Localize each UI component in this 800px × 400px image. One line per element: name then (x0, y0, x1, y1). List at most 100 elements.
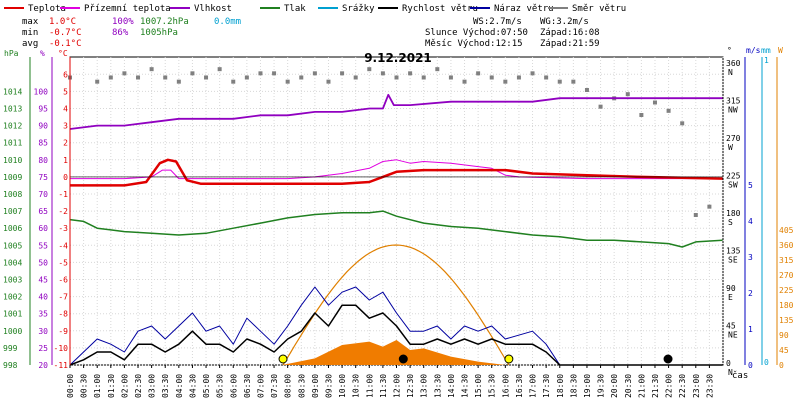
stat-avg-temp: -0.1°C (49, 39, 82, 49)
x-tick-8: 04:00 (175, 374, 184, 398)
tick-w-9: 0 (779, 361, 784, 370)
x-tick-37: 18:30 (569, 374, 578, 398)
x-tick-28: 14:00 (447, 374, 456, 398)
x-tick-19: 09:30 (324, 374, 333, 398)
x-tick-2: 01:00 (93, 374, 102, 398)
x-tick-34: 17:00 (529, 374, 538, 398)
tick-w-5: 180 (779, 301, 794, 310)
x-tick-41: 20:30 (624, 374, 633, 398)
legend-label-4: Srážky (342, 4, 375, 14)
sunrise-marker (278, 354, 288, 364)
tick-temp-4: 2 (63, 139, 68, 148)
x-tick-39: 19:30 (597, 374, 606, 398)
chart-title: 9.12.2021 (364, 51, 432, 65)
tick-pct-8: 60 (38, 224, 48, 233)
legend-label-3: Tlak (284, 4, 306, 14)
tick-hpa-0: 1014 (3, 87, 22, 96)
x-tick-1: 00:30 (80, 374, 89, 398)
tick-pct-12: 40 (38, 293, 48, 302)
tick-temp-3: 3 (63, 122, 68, 131)
dir-point-37 (584, 88, 589, 92)
dir-point-1 (95, 79, 100, 84)
dir-point-34 (544, 75, 549, 80)
tick-hpa-4: 1010 (3, 156, 22, 165)
x-tick-21: 10:30 (352, 374, 361, 398)
axis-ms-label: m/s (746, 46, 761, 55)
x-tick-9: 04:30 (188, 374, 197, 398)
tick-w-8: 45 (779, 346, 789, 355)
dir-point-40 (625, 92, 630, 97)
x-tick-12: 06:00 (229, 374, 238, 398)
tick-hpa-5: 1009 (3, 173, 22, 182)
x-tick-35: 17:30 (542, 374, 551, 398)
x-tick-42: 21:00 (637, 374, 646, 398)
series-lines (69, 93, 723, 366)
x-tick-23: 11:30 (379, 374, 388, 398)
tick-dir-8: 0 (726, 359, 731, 368)
dir-point-14 (272, 71, 277, 76)
tick-hpa-2: 1012 (3, 122, 22, 131)
series-temp (70, 158, 723, 187)
x-tick-45: 22:30 (678, 374, 687, 398)
stat-max-rain: 0.0mm (214, 17, 241, 27)
stat-moon-set: Západ:21:59 (540, 39, 600, 49)
tick-hpa-6: 1008 (3, 190, 22, 199)
tick-temp-10: -4 (58, 241, 68, 250)
dir-point-3 (122, 71, 127, 76)
dir-point-23 (394, 75, 399, 80)
tick-w-1: 360 (779, 241, 794, 250)
tick-temp-1: 5 (63, 87, 68, 96)
moonset-marker (663, 354, 673, 364)
x-tick-13: 06:30 (243, 374, 252, 398)
x-tick-0: 00:00 (66, 374, 75, 398)
x-axis: 00:00 00:30 01:00 01:30 02:00 02:30 03:00 03:30… (66, 365, 714, 398)
x-tick-24: 12:00 (393, 374, 402, 398)
stat-max-hum: 100% (112, 17, 134, 27)
dir-point-46 (707, 204, 712, 209)
stat-max-temp: 1.0°C (49, 17, 76, 27)
dir-point-6 (163, 75, 168, 80)
x-tick-3: 01:30 (107, 374, 116, 398)
axis-w-label: W (778, 46, 783, 55)
x-tick-33: 16:30 (515, 374, 524, 398)
dir-point-25 (421, 75, 426, 80)
stat-min-label: min (22, 28, 38, 38)
tick-temp-13: -7 (58, 293, 68, 302)
stat-min-temp: -0.7°C (49, 28, 82, 38)
series-pressure (69, 210, 723, 248)
x-tick-18: 09:00 (311, 374, 320, 398)
tick-dir-2: 270 (726, 134, 741, 143)
stat-min-press: 1005hPa (140, 28, 178, 38)
tick-ms-1: 4 (748, 217, 753, 226)
stat-max-label: max (22, 17, 39, 27)
tick-temp-5: 1 (63, 156, 68, 165)
x-tick-17: 08:30 (297, 374, 306, 398)
dir-point-18 (326, 79, 331, 84)
tick-temp-14: -8 (58, 310, 68, 319)
axis-pct-label: % (40, 49, 45, 58)
tick-w-0: 405 (779, 226, 794, 235)
tick-pct-10: 50 (38, 258, 48, 267)
stat-min-hum: 86% (112, 28, 129, 38)
stat-sun: Slunce Východ:07:50 (425, 28, 528, 38)
tick-pct-3: 85 (38, 139, 48, 148)
tick-dir-1: 315 (726, 97, 741, 106)
series-gust (69, 286, 723, 366)
x-tick-15: 07:30 (270, 374, 279, 398)
x-tick-30: 15:00 (474, 374, 483, 398)
tick-hpa-15: 999 (3, 344, 18, 353)
dir-point-33 (530, 71, 535, 76)
stat-sun-set: Západ:16:08 (540, 28, 600, 38)
x-axis-label: čas (732, 370, 748, 381)
tick-dir-name-3: SW (728, 181, 738, 190)
stat-wg: WG:3.2m/s (540, 17, 589, 27)
stat-max-press: 1007.2hPa (140, 17, 189, 27)
series-wind (69, 304, 723, 366)
x-tick-22: 11:00 (365, 374, 374, 398)
tick-hpa-14: 1000 (3, 327, 22, 336)
tick-dir-7: 45 (726, 322, 736, 331)
solar-area (282, 340, 506, 365)
tick-dir-name-1: NW (728, 106, 738, 115)
tick-hpa-1: 1013 (3, 105, 22, 114)
